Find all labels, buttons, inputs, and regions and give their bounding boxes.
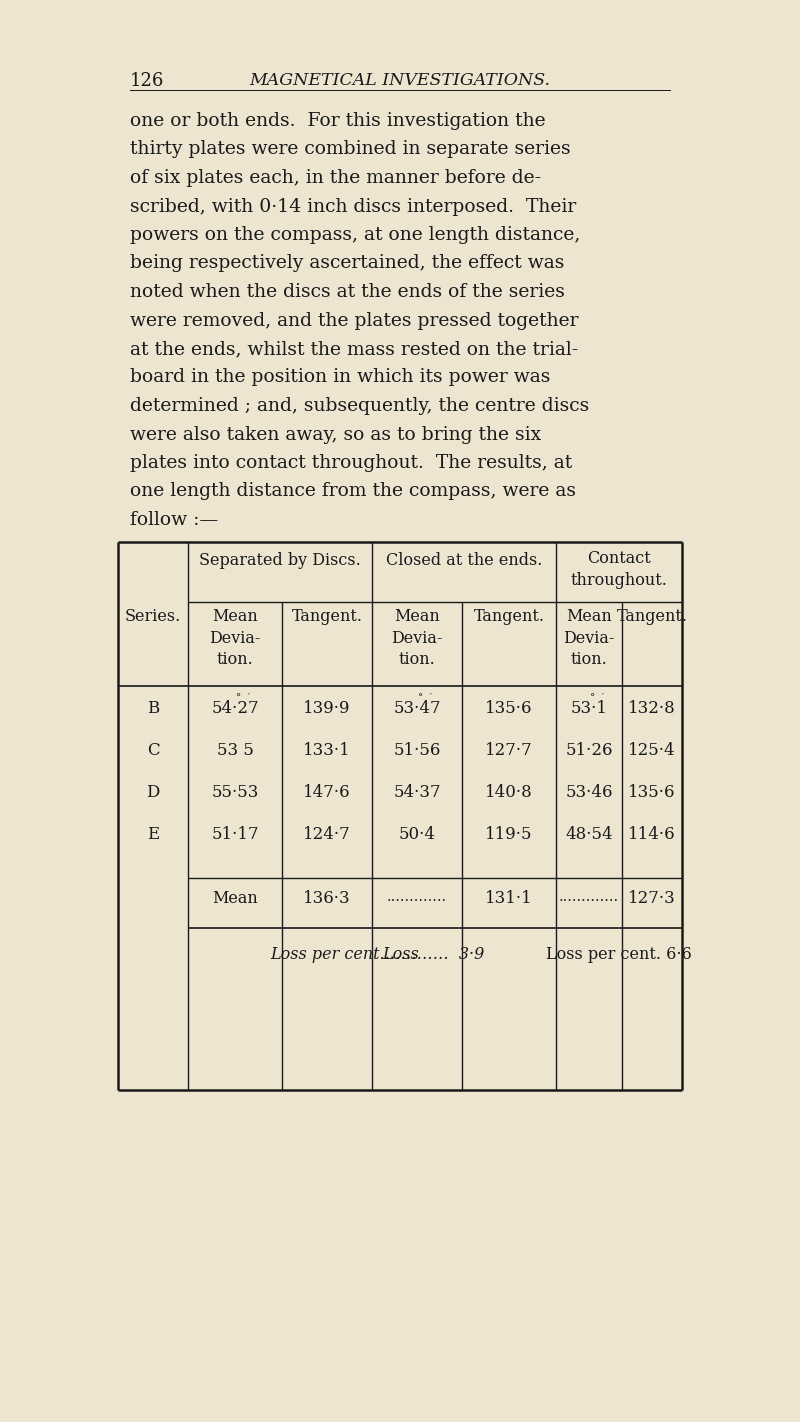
Text: 139·9: 139·9 [303, 700, 350, 717]
Text: of six plates each, in the manner before de-: of six plates each, in the manner before… [130, 169, 541, 188]
Text: 125·4: 125·4 [628, 742, 676, 759]
Text: Closed at the ends.: Closed at the ends. [386, 552, 542, 569]
Text: scribed, with 0·14 inch discs interposed.  Their: scribed, with 0·14 inch discs interposed… [130, 198, 576, 216]
Text: Mean: Mean [212, 890, 258, 907]
Text: 48·54: 48·54 [565, 826, 613, 843]
Text: 127·3: 127·3 [628, 890, 676, 907]
Text: board in the position in which its power was: board in the position in which its power… [130, 368, 550, 387]
Text: B: B [147, 700, 159, 717]
Text: 51·56: 51·56 [394, 742, 441, 759]
Text: °  ′: ° ′ [590, 693, 604, 702]
Text: 55·53: 55·53 [211, 784, 258, 801]
Text: 126: 126 [130, 73, 164, 90]
Text: follow :—: follow :— [130, 510, 218, 529]
Text: being respectively ascertained, the effect was: being respectively ascertained, the effe… [130, 255, 564, 273]
Text: MAGNETICAL INVESTIGATIONS.: MAGNETICAL INVESTIGATIONS. [250, 73, 550, 90]
Text: determined ; and, subsequently, the centre discs: determined ; and, subsequently, the cent… [130, 397, 590, 415]
Text: D: D [146, 784, 160, 801]
Text: Series.: Series. [125, 609, 181, 626]
Text: 140·8: 140·8 [485, 784, 533, 801]
Text: 119·5: 119·5 [486, 826, 533, 843]
Text: 53·1: 53·1 [570, 700, 607, 717]
Text: Mean
Devia-
tion.: Mean Devia- tion. [210, 609, 261, 668]
Text: 135·6: 135·6 [628, 784, 676, 801]
Text: Loss per cent. 6·6: Loss per cent. 6·6 [546, 946, 692, 963]
Text: Separated by Discs.: Separated by Discs. [199, 552, 361, 569]
Text: 53 5: 53 5 [217, 742, 254, 759]
Text: E: E [147, 826, 159, 843]
Text: Tangent.: Tangent. [474, 609, 545, 626]
Text: powers on the compass, at one length distance,: powers on the compass, at one length dis… [130, 226, 580, 245]
Text: at the ends, whilst the mass rested on the trial-: at the ends, whilst the mass rested on t… [130, 340, 578, 358]
Text: 54·37: 54·37 [393, 784, 441, 801]
Text: one or both ends.  For this investigation the: one or both ends. For this investigation… [130, 112, 546, 129]
Text: 135·6: 135·6 [486, 700, 533, 717]
Text: Mean
Devia-
tion.: Mean Devia- tion. [563, 609, 614, 668]
Text: 53·46: 53·46 [566, 784, 613, 801]
Text: 114·6: 114·6 [628, 826, 676, 843]
Text: 51·17: 51·17 [211, 826, 259, 843]
Text: 127·7: 127·7 [485, 742, 533, 759]
Text: were removed, and the plates pressed together: were removed, and the plates pressed tog… [130, 311, 578, 330]
Text: C: C [146, 742, 159, 759]
Text: 54·27: 54·27 [211, 700, 259, 717]
Text: 136·3: 136·3 [303, 890, 351, 907]
Text: 51·26: 51·26 [566, 742, 613, 759]
Text: .............: ............. [387, 890, 447, 904]
Text: °  ′: ° ′ [236, 693, 250, 702]
Text: Loss: Loss [382, 946, 418, 963]
Text: °  ′: ° ′ [418, 693, 432, 702]
Text: Tangent.: Tangent. [291, 609, 362, 626]
Text: one length distance from the compass, were as: one length distance from the compass, we… [130, 482, 576, 501]
Text: Tangent.: Tangent. [617, 609, 687, 626]
Text: 131·1: 131·1 [485, 890, 533, 907]
Text: 133·1: 133·1 [303, 742, 351, 759]
Text: noted when the discs at the ends of the series: noted when the discs at the ends of the … [130, 283, 565, 301]
Text: plates into contact throughout.  The results, at: plates into contact throughout. The resu… [130, 454, 572, 472]
Text: Mean
Devia-
tion.: Mean Devia- tion. [391, 609, 442, 668]
Text: 53·47: 53·47 [393, 700, 441, 717]
Text: thirty plates were combined in separate series: thirty plates were combined in separate … [130, 141, 570, 158]
Text: Contact
throughout.: Contact throughout. [570, 550, 667, 589]
Text: .............: ............. [559, 890, 619, 904]
Text: 147·6: 147·6 [303, 784, 351, 801]
Text: 132·8: 132·8 [628, 700, 676, 717]
Text: 50·4: 50·4 [398, 826, 435, 843]
Text: Loss per cent.…………  3·9: Loss per cent.………… 3·9 [270, 946, 484, 963]
Text: were also taken away, so as to bring the six: were also taken away, so as to bring the… [130, 425, 542, 444]
Text: 124·7: 124·7 [303, 826, 351, 843]
